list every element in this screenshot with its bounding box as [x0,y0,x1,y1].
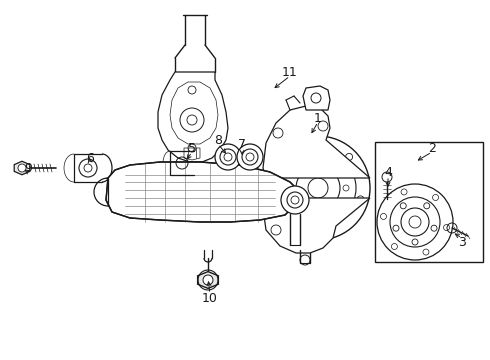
Text: 7: 7 [238,139,246,152]
Text: 4: 4 [384,166,392,179]
Circle shape [203,275,213,285]
Polygon shape [14,161,30,175]
Circle shape [237,144,263,170]
Circle shape [18,164,26,172]
Text: 10: 10 [202,292,218,305]
Polygon shape [158,72,228,162]
Text: 9: 9 [24,162,32,175]
Text: 8: 8 [214,134,222,147]
Circle shape [377,184,453,260]
Text: 1: 1 [314,112,322,125]
Text: 11: 11 [282,66,298,78]
Polygon shape [106,162,300,222]
Text: 3: 3 [458,235,466,248]
Circle shape [215,144,241,170]
Polygon shape [263,106,370,178]
Circle shape [281,186,309,214]
Polygon shape [303,86,330,110]
Polygon shape [263,198,370,253]
Text: 5: 5 [188,141,196,154]
Bar [375,142,483,262]
Polygon shape [197,271,219,288]
Text: 6: 6 [86,152,94,165]
Text: 2: 2 [428,141,436,154]
